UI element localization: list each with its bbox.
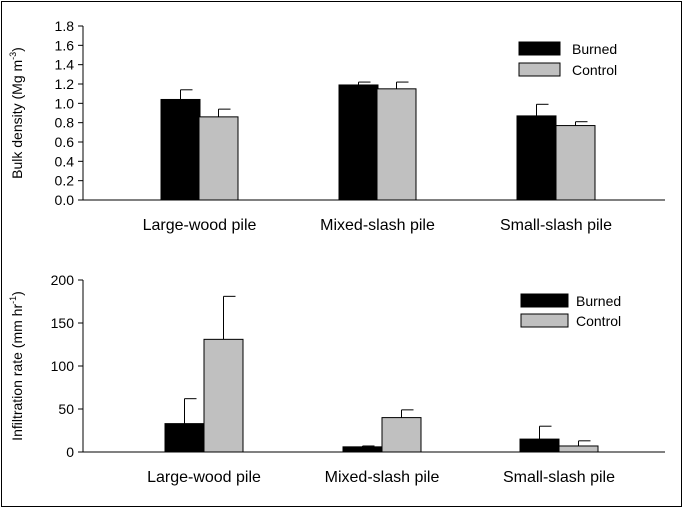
legend-swatch-control [518,62,561,77]
bar-control-2 [376,88,417,201]
x-category-label: Mixed-slash pile [320,217,435,234]
y-tick-label: 0.6 [55,134,75,150]
y-tick-label: 150 [51,315,75,331]
bar-control-2 [381,417,422,453]
y-tick-label: 0.0 [55,192,75,208]
x-category-label: Large-wood pile [147,469,261,486]
y-tick-label: 100 [51,358,75,374]
y-tick-label: 0 [66,444,74,460]
bar-control-3 [555,125,596,201]
x-category-label: Small-slash pile [503,469,615,486]
y-tick-label: 1.4 [55,57,75,73]
legend-swatch-control [520,313,569,328]
legend-swatch-burned [520,293,569,308]
y-tick-label: 0.4 [55,153,75,169]
y-tick-label: 0.8 [55,115,75,131]
y-tick-label: 0.2 [55,173,75,189]
legend-label-burned: Burned [576,293,621,309]
y-axis-title: Infiltration rate (mm hr-1) [8,291,25,441]
y-tick-label: 200 [51,272,75,288]
bar-control-1 [203,338,244,453]
bar-burned-1 [164,423,205,453]
y-tick-label: 1.2 [55,76,75,92]
bar-control-3 [558,445,599,453]
bar-burned-2 [342,446,383,453]
bar-burned-3 [516,115,557,201]
chart-1: 0.0 0.2 0.4 0.6 0.8 1.0 1.2 1.4 1.6 1.8 Bulk densi… [8,18,665,234]
y-tick-label: 1.0 [55,95,75,111]
y-tick-label: 1.6 [55,37,75,53]
y-tick-label: 50 [58,401,74,417]
bar-control-1 [198,116,239,201]
x-category-label: Small-slash pile [500,217,612,234]
x-category-label: Large-wood pile [143,217,257,234]
bar-burned-2 [338,84,379,201]
legend-swatch-burned [518,41,561,56]
x-category-label: Mixed-slash pile [325,469,440,486]
y-tick-label: 1.8 [55,18,75,34]
legend-label-control: Control [572,62,617,78]
chart-2: 0 50 100 150 200 Infiltration rate (mm hr-1) L… [8,272,665,486]
bar-burned-1 [160,98,201,201]
bar-burned-3 [519,438,560,453]
legend-label-control: Control [576,313,621,329]
y-axis-title: Bulk density (Mg m-3) [8,47,25,179]
legend-label-burned: Burned [572,41,617,57]
